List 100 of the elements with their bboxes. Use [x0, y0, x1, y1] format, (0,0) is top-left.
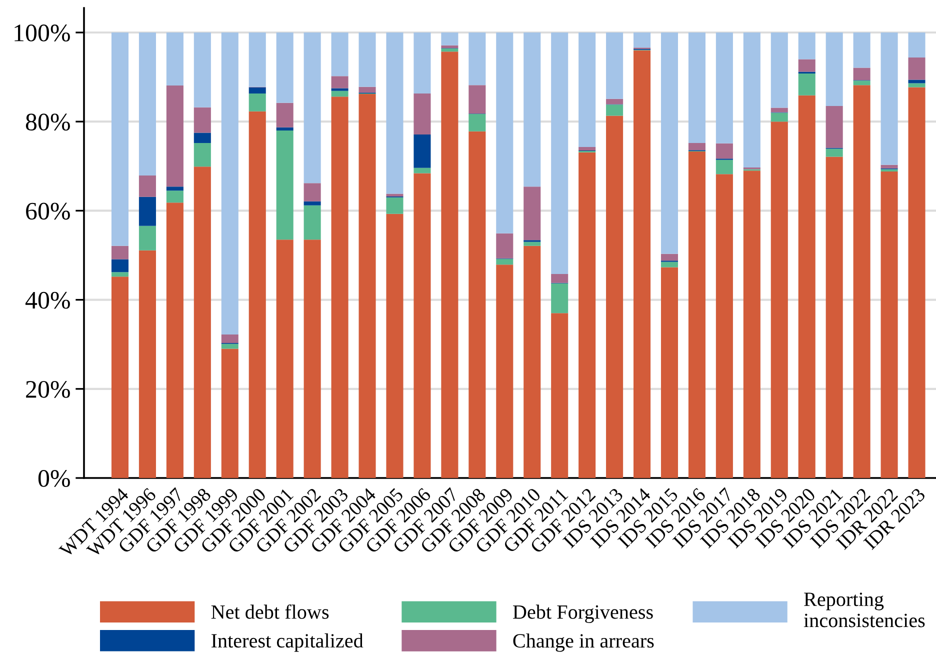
- bar: [331, 76, 348, 88]
- bar: [166, 32, 184, 86]
- bar: [716, 160, 733, 174]
- bar: [660, 262, 678, 268]
- bar: [414, 168, 431, 174]
- bar: [138, 196, 156, 226]
- bar: [853, 85, 870, 478]
- bar: [660, 32, 678, 254]
- bar: [111, 272, 129, 277]
- bar: [770, 122, 788, 478]
- legend-label: Reporting inconsistencies: [804, 592, 925, 628]
- legend-label: Change in arrears: [513, 633, 654, 652]
- bar: [248, 32, 266, 87]
- bar: [606, 116, 624, 478]
- bar: [194, 166, 211, 478]
- bar: [660, 267, 678, 478]
- bar: [194, 32, 211, 108]
- bar: [358, 86, 376, 93]
- bar: [166, 86, 184, 187]
- bar: [331, 32, 348, 76]
- bar: [331, 88, 348, 91]
- legend-label: Net debt flows: [211, 604, 329, 619]
- bar: [414, 173, 431, 478]
- bar: [716, 174, 733, 478]
- legend-label: Debt Forgiveness: [513, 604, 653, 623]
- bar: [441, 45, 458, 48]
- bar: [908, 83, 926, 88]
- bar: [414, 32, 431, 94]
- bar: [908, 57, 926, 80]
- bar: [221, 348, 238, 478]
- bar: [496, 258, 514, 265]
- bar: [441, 48, 458, 52]
- bar: [551, 32, 568, 274]
- bar: [524, 186, 541, 240]
- bar: [138, 250, 156, 478]
- bar: [798, 59, 816, 72]
- bar: [908, 80, 926, 84]
- bar: [468, 131, 486, 478]
- bar: [880, 172, 898, 478]
- bar: [578, 146, 596, 151]
- bar: [524, 246, 541, 478]
- bar: [660, 254, 678, 261]
- bar: [716, 32, 733, 144]
- y-tick-label: 0%: [38, 470, 70, 487]
- bar: [194, 107, 211, 133]
- legend-label: Interest capitalized: [211, 633, 364, 652]
- bar: [826, 106, 843, 148]
- bar: [551, 313, 568, 478]
- bar: [880, 32, 898, 165]
- bar: [908, 87, 926, 478]
- bar: [853, 80, 870, 86]
- bar: [358, 32, 376, 87]
- bar: [716, 143, 733, 159]
- bar: [386, 32, 404, 194]
- bar: [248, 111, 266, 478]
- bar: [468, 32, 486, 86]
- bar: [853, 32, 870, 68]
- bar: [441, 52, 458, 478]
- bar: [386, 197, 404, 214]
- bar: [606, 104, 624, 116]
- bar: [414, 134, 431, 168]
- bar: [111, 32, 129, 246]
- bar: [634, 32, 651, 48]
- bar: [304, 240, 321, 478]
- bar: [826, 32, 843, 106]
- y-tick-label: 40%: [25, 292, 70, 309]
- bar: [331, 96, 348, 478]
- bar: [496, 233, 514, 258]
- bar: [496, 32, 514, 234]
- bar: [688, 151, 706, 478]
- bar: [578, 32, 596, 147]
- bar: [770, 32, 788, 108]
- bar: [276, 102, 294, 128]
- bar: [248, 94, 266, 112]
- bar: [248, 87, 266, 94]
- bar: [138, 32, 156, 176]
- bar: [166, 202, 184, 478]
- bar: [276, 127, 294, 131]
- bar: [304, 201, 321, 206]
- y-tick-label: 60%: [26, 202, 70, 220]
- bar: [853, 68, 870, 80]
- bar: [770, 112, 788, 122]
- bar: [386, 214, 404, 478]
- bar: [551, 274, 568, 283]
- bar: [166, 186, 184, 191]
- bar: [496, 264, 514, 478]
- bar: [798, 32, 816, 60]
- bar: [111, 246, 129, 260]
- bar: [880, 164, 898, 168]
- bar: [743, 32, 760, 168]
- bar: [468, 114, 486, 132]
- bar: [688, 32, 706, 143]
- bar: [468, 85, 486, 114]
- bar: [111, 276, 129, 478]
- bar: [331, 90, 348, 97]
- bar: [138, 176, 156, 197]
- bar: [276, 130, 294, 240]
- y-tick-label: 20%: [26, 380, 70, 398]
- bar: [358, 94, 376, 478]
- bar: [276, 32, 294, 103]
